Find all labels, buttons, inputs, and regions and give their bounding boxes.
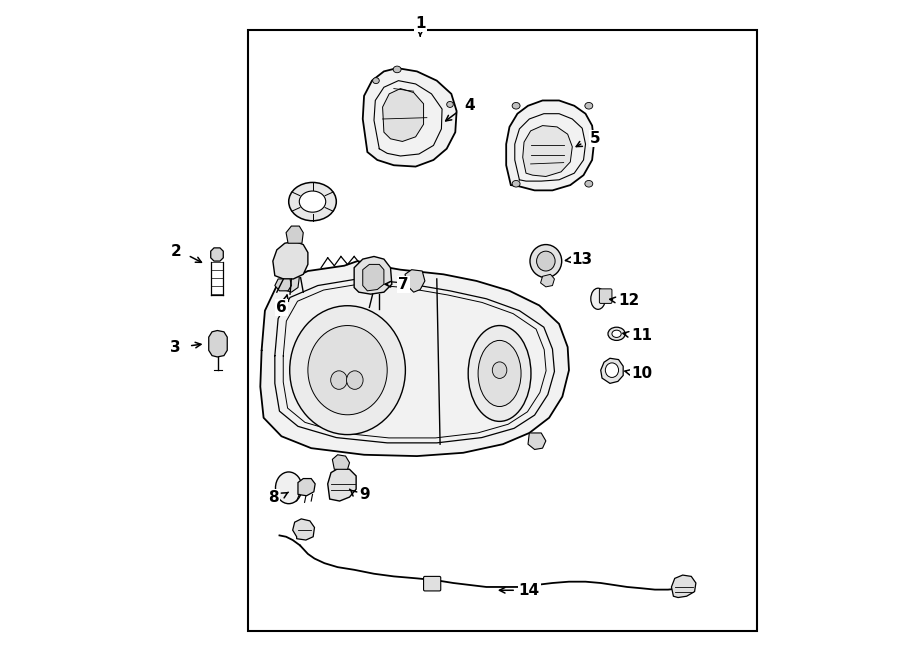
Text: 6: 6	[276, 300, 287, 315]
Polygon shape	[273, 241, 308, 279]
Ellipse shape	[468, 325, 531, 422]
Polygon shape	[382, 89, 424, 141]
Ellipse shape	[393, 66, 401, 73]
Polygon shape	[600, 358, 623, 383]
Bar	[248, 30, 758, 631]
Polygon shape	[363, 68, 456, 167]
Ellipse shape	[606, 363, 618, 377]
Text: 5: 5	[590, 132, 600, 146]
Ellipse shape	[608, 327, 626, 340]
FancyBboxPatch shape	[599, 289, 612, 303]
Polygon shape	[298, 479, 315, 496]
Text: 2: 2	[170, 244, 181, 258]
Text: 13: 13	[572, 252, 593, 266]
Polygon shape	[363, 264, 384, 291]
Text: 11: 11	[631, 329, 652, 343]
Ellipse shape	[612, 330, 621, 337]
Polygon shape	[405, 270, 425, 292]
Ellipse shape	[373, 78, 379, 84]
Text: 10: 10	[631, 366, 652, 381]
Ellipse shape	[308, 326, 387, 415]
Text: 3: 3	[170, 340, 181, 354]
Polygon shape	[355, 256, 392, 294]
Ellipse shape	[536, 251, 555, 271]
Polygon shape	[328, 468, 356, 501]
Text: 12: 12	[617, 293, 639, 308]
Polygon shape	[286, 226, 303, 243]
Ellipse shape	[446, 101, 454, 107]
Polygon shape	[282, 270, 300, 292]
Ellipse shape	[346, 371, 363, 389]
Ellipse shape	[585, 180, 593, 187]
Ellipse shape	[585, 102, 593, 109]
Ellipse shape	[530, 245, 562, 278]
Text: 8: 8	[268, 490, 279, 504]
Polygon shape	[541, 274, 554, 287]
Polygon shape	[506, 100, 594, 190]
Polygon shape	[523, 126, 572, 176]
Text: 14: 14	[518, 583, 540, 598]
Polygon shape	[209, 330, 227, 357]
Ellipse shape	[289, 182, 337, 221]
Polygon shape	[260, 261, 569, 456]
Ellipse shape	[275, 472, 302, 504]
Ellipse shape	[330, 371, 347, 389]
Ellipse shape	[300, 191, 326, 212]
FancyBboxPatch shape	[424, 576, 441, 591]
Text: 4: 4	[464, 98, 475, 113]
Ellipse shape	[478, 340, 521, 407]
Text: 7: 7	[399, 277, 409, 292]
Ellipse shape	[590, 288, 606, 309]
Polygon shape	[292, 519, 314, 540]
Polygon shape	[528, 433, 545, 449]
Polygon shape	[211, 248, 223, 261]
Ellipse shape	[492, 362, 507, 378]
Text: 9: 9	[359, 487, 369, 502]
Polygon shape	[332, 455, 349, 469]
Ellipse shape	[512, 102, 520, 109]
Ellipse shape	[290, 305, 405, 435]
Text: 1: 1	[415, 16, 426, 30]
Polygon shape	[671, 575, 696, 598]
Polygon shape	[274, 279, 292, 291]
Ellipse shape	[512, 180, 520, 187]
